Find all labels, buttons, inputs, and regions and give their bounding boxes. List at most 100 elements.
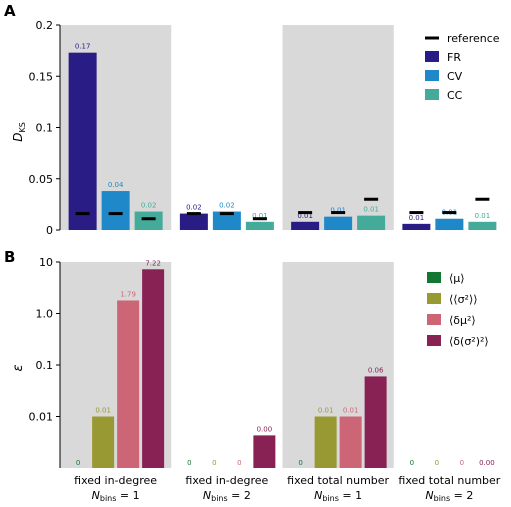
panel-a-bar-fr — [68, 52, 97, 230]
panel-b-bar-2 — [339, 416, 362, 468]
panel-b-value-label: 0 — [187, 459, 191, 467]
panel-b-value-label: 0.00 — [257, 425, 273, 433]
group-sublabel-sub: bins — [434, 494, 451, 503]
legend-swatch-b-2 — [427, 314, 441, 325]
group-sublabel-base: N — [314, 489, 322, 502]
panel-b-value-label: 7.22 — [145, 259, 161, 267]
panel-b-ytick-label: 0.01 — [29, 411, 54, 424]
panel-b-value-label: 0.01 — [343, 407, 359, 415]
legend-swatch-cv — [425, 70, 439, 81]
panel-a-bar-fr — [291, 221, 320, 230]
panel-a-reference-mark — [186, 212, 201, 216]
panel-a-letter: A — [4, 2, 16, 20]
panel-a-bar-cv — [435, 218, 464, 230]
group-sublabel: Nbins = 1 — [314, 489, 362, 503]
group-sublabel: Nbins = 2 — [203, 489, 251, 503]
panel-b-value-label: 0.01 — [318, 407, 334, 415]
legend-label-b-2: ⟨δμ²⟩ — [449, 314, 476, 327]
group-label: fixed in-degree — [185, 474, 268, 487]
panel-b-letter: B — [4, 248, 15, 266]
panel-b-value-label: 0.01 — [95, 407, 111, 415]
group-sublabel-rest: = 2 — [228, 489, 251, 502]
legend-swatch-b-3 — [427, 335, 441, 346]
group-label: fixed total number — [287, 474, 389, 487]
legend-label-b-3: ⟨δ(σ²)²⟩ — [449, 335, 489, 348]
panel-a-value-label: 0.01 — [297, 212, 313, 220]
panel-a-legend: reference FR CV CC — [425, 32, 500, 102]
panel-b-value-label: 0.06 — [368, 366, 384, 374]
panel-a-chart: 0 0.05 0.1 0.15 0.2 DKS 0.17 0.04 0.02 0.02 0.02 0.… — [11, 19, 500, 237]
panel-a-reference-mark — [475, 197, 490, 201]
group-sublabel-base: N — [425, 489, 433, 502]
panel-a-value-label: 0.01 — [330, 207, 346, 215]
legend-swatch-cc — [425, 89, 439, 100]
legend-swatch-reference — [425, 36, 439, 40]
panel-a-value-label: 0.17 — [75, 43, 91, 51]
panel-b-value-label: 0 — [435, 459, 439, 467]
panel-b-bar-3 — [364, 376, 387, 468]
group-sublabel-sub: bins — [322, 494, 339, 503]
panel-b-ytick-label: 0.1 — [36, 359, 54, 372]
panel-a-bar-cc — [468, 221, 497, 230]
panel-b-bar-1 — [92, 416, 115, 468]
panel-b-value-label: 0 — [212, 459, 216, 467]
panel-b-bar-3 — [253, 435, 276, 468]
group-label: fixed total number — [398, 474, 500, 487]
panel-b-value-label: 0 — [410, 459, 414, 467]
panel-b-legend: ⟨μ⟩ ⟨⟨σ²⟩⟩ ⟨δμ²⟩ ⟨δ(σ²)²⟩ — [427, 272, 489, 348]
panel-a-shade-2 — [282, 25, 394, 230]
legend-label-fr: FR — [447, 51, 461, 64]
panel-b-value-label: 0 — [460, 459, 464, 467]
legend-swatch-b-1 — [427, 293, 441, 304]
panel-b-value-label: 1.79 — [120, 290, 136, 298]
panel-a-reference-mark — [252, 217, 267, 221]
panel-a-ylabel: DKS — [11, 122, 27, 142]
panel-a-reference-mark — [409, 211, 424, 215]
panel-a-reference-mark — [75, 212, 90, 216]
panel-b-value-label: 0.00 — [479, 459, 495, 467]
panel-a-bar-cv — [101, 191, 130, 230]
group-sublabel-rest: = 1 — [116, 489, 139, 502]
panel-a-bar-fr — [179, 213, 208, 230]
panel-a-value-label: 0.01 — [475, 212, 491, 220]
panel-a-reference-mark — [298, 211, 313, 215]
panel-a-value-label: 0.01 — [363, 206, 379, 214]
group-sublabel-rest: = 1 — [339, 489, 362, 502]
panel-b-bar-1 — [314, 416, 337, 468]
panel-a-value-label: 0.02 — [186, 204, 202, 212]
group-label: fixed in-degree — [74, 474, 157, 487]
group-sublabel-sub: bins — [211, 494, 228, 503]
panel-a-ylabel-sub: KS — [18, 122, 27, 132]
group-sublabel-base: N — [203, 489, 211, 502]
panel-a-value-label: 0.02 — [141, 202, 157, 210]
panel-a-ytick-label: 0.05 — [29, 173, 54, 186]
panel-a-value-label: 0.04 — [108, 181, 124, 189]
group-sublabel: Nbins = 1 — [92, 489, 140, 503]
panel-a-reference-mark — [141, 217, 156, 221]
panel-a-bar-cc — [357, 215, 386, 230]
panel-a-ytick-label: 0.1 — [36, 122, 54, 135]
panel-a-bar-fr — [402, 223, 431, 230]
group-sublabel-base: N — [92, 489, 100, 502]
panel-a-bar-cv — [212, 211, 241, 230]
panel-a-ytick-label: 0.15 — [29, 70, 54, 83]
group-labels: fixed in-degree Nbins = 1 fixed in-degree N… — [74, 474, 501, 503]
panel-b-ytick-label: 10 — [39, 256, 53, 269]
panel-a-reference-mark — [219, 212, 234, 216]
legend-label-cv: CV — [447, 70, 463, 83]
panel-a-value-label: 0.02 — [219, 202, 235, 210]
legend-label-reference: reference — [447, 32, 500, 45]
group-sublabel: Nbins = 2 — [425, 489, 473, 503]
panel-a-reference-mark — [364, 197, 379, 201]
group-sublabel-sub: bins — [100, 494, 117, 503]
panel-b-value-label: 0 — [76, 459, 80, 467]
legend-swatch-b-0 — [427, 272, 441, 283]
panel-a-bar-cc — [245, 221, 274, 230]
legend-label-cc: CC — [447, 89, 463, 102]
panel-a-bar-cc — [134, 211, 163, 230]
panel-a-reference-mark — [331, 211, 346, 215]
panel-a-reference-mark — [442, 211, 457, 215]
panel-b-bar-3 — [142, 269, 165, 468]
panel-b-chart: 0.01 0.1 1.0 10 ε 0 0.01 1.79 7.22 0 0 0 0.00 0 0.01 0.… — [11, 256, 495, 468]
